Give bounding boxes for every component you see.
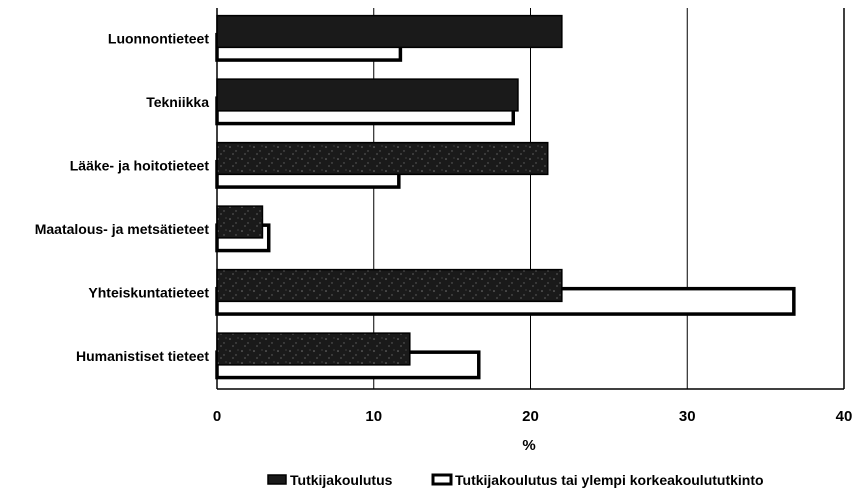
bar-series-1-5 (216, 332, 411, 366)
x-tick-label-10: 10 (365, 408, 382, 425)
grid (373, 8, 688, 389)
bar-series-1-3 (216, 205, 264, 239)
category-label-4: Yhteiskuntatieteet (88, 284, 209, 300)
category-labels: Luonnontieteet Tekniikka Lääke- ja hoitoti… (35, 30, 210, 364)
category-label-5: Humanistiset tieteet (76, 348, 209, 364)
category-label-3: Maatalous- ja metsätieteet (35, 221, 210, 237)
legend-swatch-series-2 (431, 473, 453, 486)
category-label-2: Lääke- ja hoitotieteet (70, 157, 210, 173)
x-tick-label-0: 0 (213, 408, 221, 425)
x-tick-label-20: 20 (522, 408, 539, 425)
x-axis-title: % (522, 437, 535, 454)
category-label-0: Luonnontieteet (108, 30, 209, 46)
bar-series-1-2 (216, 141, 549, 176)
category-label-1: Tekniikka (146, 94, 209, 110)
tick-labels: 0 10 20 30 40 (213, 408, 853, 425)
bar-series-1-0 (216, 14, 563, 49)
legend-label-series-1: Tutkijakoulutus (290, 472, 393, 488)
legend-label-series-2: Tutkijakoulutus tai ylempi korkeakoulutu… (455, 472, 764, 488)
bars (215, 14, 796, 380)
axes (216, 8, 845, 390)
x-tick-label-30: 30 (679, 408, 696, 425)
legend-swatch-series-1 (267, 474, 287, 485)
x-tick-label-40: 40 (836, 408, 853, 425)
bar-series-1-1 (216, 78, 519, 112)
legend: Tutkijakoulutus Tutkijakoulutus tai ylem… (267, 472, 764, 488)
bar-series-1-4 (216, 268, 563, 303)
